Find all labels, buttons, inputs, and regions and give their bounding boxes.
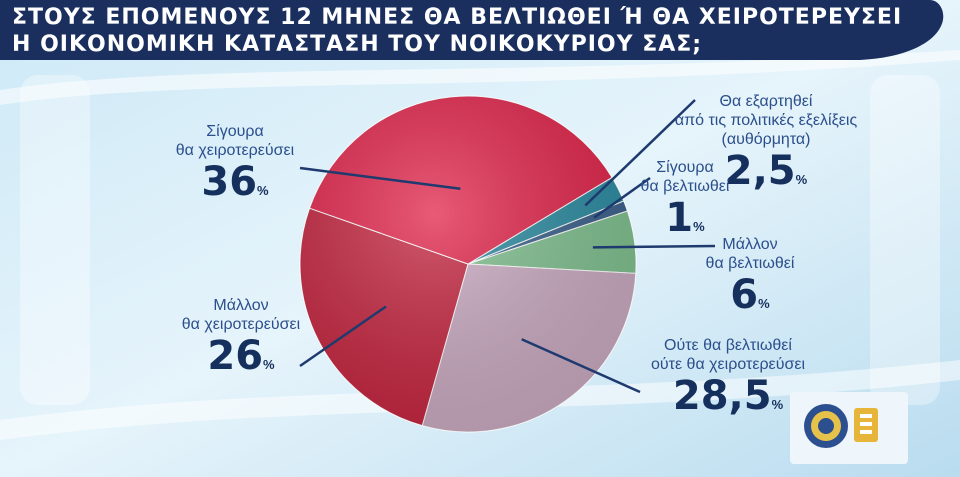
logo-emblem-icon — [804, 404, 878, 448]
value-surely-worsen: 36% — [201, 159, 269, 205]
leader-likely-worsen — [299, 305, 387, 368]
label-likely-improve: Μάλλον θα βελτιωθεί 6% — [705, 236, 795, 318]
title-bar — [0, 0, 944, 60]
leader-depends — [584, 99, 696, 207]
leader-surely-worsen — [299, 166, 461, 191]
label-neither: Ούτε θα βελτιωθεί ούτε θα χειροτερεύσει … — [651, 337, 805, 419]
value-surely-improve: 1% — [665, 195, 705, 241]
leader-likely-improve — [592, 244, 716, 249]
value-depends: 2,5% — [724, 148, 808, 194]
value-likely-worsen: 26% — [207, 333, 275, 379]
label-surely-worsen: Σίγουρα θα χειροτερεύσει 36% — [175, 123, 295, 205]
label-surely-improve: Σίγουρα θα βελτιωθεί 1% — [640, 159, 730, 241]
title-line-1: ΣΤΟΥΣ ΕΠΟΜΕΝΟΥΣ 12 ΜΗΝΕΣ ΘΑ ΒΕΛΤΙΩΘΕΙ Ή … — [12, 5, 903, 30]
label-likely-worsen: Μάλλον θα χειροτερεύσει 26% — [181, 297, 301, 379]
value-neither: 28,5% — [672, 373, 784, 419]
leader-neither — [521, 338, 641, 394]
label-depends: Θα εξαρτηθεί από τις πολιτικές εξελίξεις… — [674, 93, 858, 194]
broadcaster-logo — [790, 392, 908, 464]
leader-surely-improve — [593, 176, 651, 219]
title-line-2: Η ΟΙΚΟΝΟΜΙΚΗ ΚΑΤΑΣΤΑΣΗ ΤΟΥ ΝΟΙΚΟΚΥΡΙΟΥ Σ… — [12, 32, 703, 57]
value-likely-improve: 6% — [730, 272, 770, 318]
